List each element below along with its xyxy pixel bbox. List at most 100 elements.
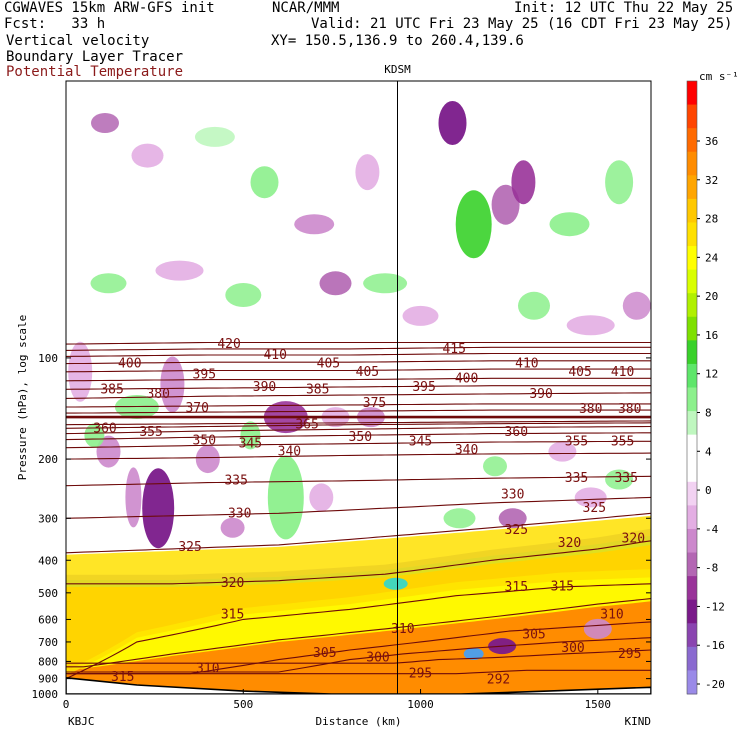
isentrope-375 (66, 409, 651, 414)
init-time: Init: 12 UTC Thu 22 May 25 (514, 0, 734, 16)
velocity-cell (566, 315, 615, 336)
isentrope-label: 310 (196, 662, 219, 677)
velocity-cell (84, 423, 105, 448)
isentrope-label: 385 (306, 382, 329, 397)
isentrope-310 (66, 598, 651, 668)
colorbar-swatch (687, 458, 697, 483)
velocity-cell (91, 113, 119, 133)
isentrope-label: 400 (118, 357, 141, 372)
velocity-cell (511, 160, 536, 205)
colorbar-tick-label: 28 (705, 213, 718, 226)
colorbar-swatch (687, 623, 697, 648)
y-tick-label: 500 (38, 587, 58, 600)
velocity-cell (491, 184, 520, 225)
isentrope-label: 325 (178, 540, 201, 555)
y-tick-label: 300 (38, 512, 58, 525)
colorbar-swatch (687, 434, 697, 459)
isentrope-380 (66, 403, 651, 408)
colorbar-tick-label: 12 (705, 368, 718, 381)
colorbar-tick-label: 0 (705, 484, 712, 497)
isentrope-420 (66, 341, 651, 345)
isentrope-410 (66, 352, 651, 357)
velocity-cell (443, 508, 476, 529)
colorbar-tick-label: 20 (705, 290, 718, 303)
velocity-cell (96, 435, 121, 468)
isentrope-label: 340 (455, 443, 478, 458)
vertical-velocity-field (66, 101, 651, 694)
isentrope-label: 405 (356, 365, 379, 380)
velocity-cell (195, 445, 220, 474)
velocity-cell (518, 291, 550, 320)
colorbar-swatch (687, 646, 697, 671)
right-station-label: KIND (625, 715, 652, 728)
colorbar-swatch (687, 552, 697, 577)
colorbar-swatch (687, 576, 697, 601)
isentrope-385 (66, 392, 651, 399)
colorbar-swatch (687, 387, 697, 412)
field-boundary-layer-tracer: Boundary Layer Tracer (6, 49, 184, 65)
y-tick-label: 900 (38, 673, 58, 686)
colorbar-swatch (687, 528, 697, 554)
colorbar-tick-label: 36 (705, 135, 718, 148)
velocity-cell (574, 487, 607, 508)
isentrope-label: 390 (253, 380, 276, 395)
isentrope-label: 355 (565, 434, 588, 449)
velocity-cell (319, 271, 352, 296)
velocity-cell (309, 483, 334, 512)
colorbar-frame (686, 80, 698, 695)
isentrope-label: 295 (409, 667, 432, 682)
isentrope-label: 370 (185, 401, 208, 416)
colorbar-swatch (687, 246, 697, 271)
tracer-yellow-layer (66, 569, 651, 672)
isentrope-label: 380 (579, 402, 602, 417)
velocity-cell (355, 154, 380, 191)
isentrope-label: 300 (561, 641, 584, 656)
isentrope-label: 340 (278, 445, 301, 460)
isentrope-label: 360 (93, 421, 116, 436)
velocity-cell (267, 455, 304, 540)
isentrope-label: 320 (221, 576, 244, 591)
isentrope-label: 345 (409, 434, 432, 449)
isentrope-label: 300 (366, 651, 389, 666)
colorbar-tick-label: -16 (705, 639, 725, 652)
isentrope-label: 345 (239, 437, 262, 452)
isentrope-390 (66, 385, 651, 390)
isentrope-335 (66, 475, 651, 487)
isentrope-405 (66, 360, 651, 365)
isentrope-label: 420 (217, 337, 240, 352)
velocity-cell (194, 126, 235, 147)
isentrope-label: 410 (611, 365, 634, 380)
colorbar-swatch (687, 505, 697, 530)
x-tick-label: 1000 (407, 698, 434, 711)
isentrope-label: 395 (193, 368, 216, 383)
axes: KDSM 100 200 300 400 500 600 700 800 900 1000 0 500 1… (16, 63, 652, 728)
velocity-cell (90, 273, 127, 294)
velocity-cell (225, 283, 262, 307)
isentrope-label: 365 (295, 418, 318, 433)
velocity-cell (250, 166, 279, 199)
model-title: CGWAVES 15km ARW-GFS init (4, 0, 215, 16)
isentrope-label: 380 (146, 387, 169, 402)
colorbar-tick-label: 8 (705, 407, 712, 420)
x-tick-label: 500 (233, 698, 253, 711)
colorbar-tick-label: 24 (705, 251, 719, 264)
x-axis-label: Distance (km) (315, 715, 401, 728)
isentrope-350 (66, 432, 651, 441)
velocity-cell (220, 517, 245, 538)
isentrope-label: 410 (263, 348, 286, 363)
colorbar-tick-label: 32 (705, 174, 718, 187)
colorbar-swatch (687, 481, 697, 506)
isentrope-label: 355 (611, 434, 634, 449)
isentrope-320 (66, 540, 651, 585)
colorbar-tick-label: -12 (705, 600, 725, 613)
colorbar-swatch (687, 128, 697, 153)
colorbar: 36 32 28 24 20 16 12 8 4 0 -4 -8 -12 -16 -20 cm s⁻¹ (686, 70, 739, 695)
colorbar-swatch (687, 670, 697, 695)
velocity-cell (142, 468, 175, 549)
isentrope-300 (66, 637, 651, 673)
y-tick-label: 700 (38, 636, 58, 649)
y-tick-label: 600 (38, 613, 58, 626)
isentrope-355 (66, 425, 651, 435)
